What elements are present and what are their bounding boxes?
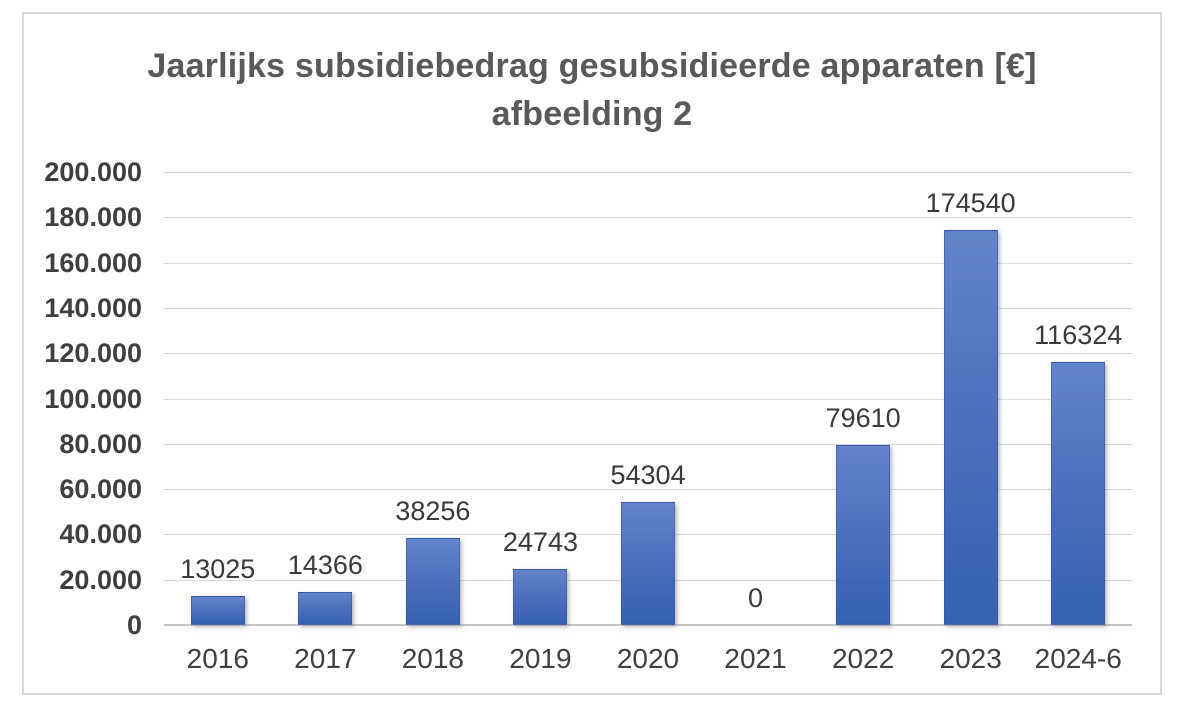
gridline <box>164 307 1132 309</box>
y-tick-label-80000: 80.000 <box>59 428 142 459</box>
chart-title: Jaarlijks subsidiebedrag gesubsidieerde … <box>24 42 1160 138</box>
bar-2016 <box>190 595 245 625</box>
bar-2022 <box>836 444 891 625</box>
gridline <box>164 172 1132 173</box>
bar-value-label-2021: 0 <box>748 583 764 613</box>
bar-2019 <box>513 568 568 625</box>
y-tick-label-60000: 60.000 <box>59 474 142 505</box>
x-tick-label-2017: 2017 <box>294 643 357 674</box>
y-tick-label-40000: 40.000 <box>59 519 142 550</box>
bar-2017 <box>298 592 353 625</box>
bar-value-label-2017: 14366 <box>287 550 363 581</box>
y-tick-label-200000: 200.000 <box>44 157 142 187</box>
y-tick-label-140000: 140.000 <box>44 292 142 323</box>
y-tick-label-20000: 20.000 <box>59 564 142 595</box>
bar-value-label-2020: 54304 <box>610 460 686 491</box>
y-tick-label-120000: 120.000 <box>44 338 142 369</box>
y-tick-label-180000: 180.000 <box>44 202 142 233</box>
x-axis-baseline <box>164 624 1132 626</box>
plot-area: 0 20.000 40.000 60.000 80.000 100.000 120.000 1… <box>44 157 1132 674</box>
x-tick-label-2023: 2023 <box>939 643 1002 674</box>
x-tick-label-2021: 2021 <box>724 643 787 674</box>
x-tick-label-2019: 2019 <box>509 643 572 674</box>
bar-2020 <box>621 502 675 625</box>
bar-value-label-2023: 174540 <box>925 187 1016 218</box>
chart-frame: Jaarlijks subsidiebedrag gesubsidieerde … <box>22 12 1162 695</box>
y-tick-label-160000: 160.000 <box>44 247 142 278</box>
bar-2024-6 <box>1051 361 1106 625</box>
y-tick-label-0: 0 <box>126 610 142 640</box>
gridline <box>164 489 1132 491</box>
y-tick-label-100000: 100.000 <box>44 383 142 414</box>
bar-2023 <box>943 229 998 625</box>
chart-title-line-1: Jaarlijks subsidiebedrag gesubsidieerde … <box>147 47 1037 85</box>
chart-title-line-2: afbeelding 2 <box>491 95 693 133</box>
x-tick-label-2018: 2018 <box>401 643 465 674</box>
gridline <box>164 443 1132 445</box>
gridline <box>164 353 1132 355</box>
x-tick-label-2022: 2022 <box>831 643 895 674</box>
bar-value-label-2019: 24743 <box>502 526 578 557</box>
x-tick-label-2020: 2020 <box>616 643 680 674</box>
bar-2018 <box>405 538 460 625</box>
bar-value-label-2024-6: 116324 <box>1034 319 1123 350</box>
x-tick-label-2024-6: 2024-6 <box>1034 643 1122 674</box>
bar-value-label-2016: 13025 <box>180 553 256 584</box>
gridline <box>164 398 1132 400</box>
gridline <box>164 262 1132 264</box>
bar-value-label-2018: 38256 <box>395 496 471 527</box>
bar-value-label-2022: 79610 <box>825 402 901 433</box>
gridline <box>164 217 1132 219</box>
x-tick-label-2016: 2016 <box>186 643 249 674</box>
